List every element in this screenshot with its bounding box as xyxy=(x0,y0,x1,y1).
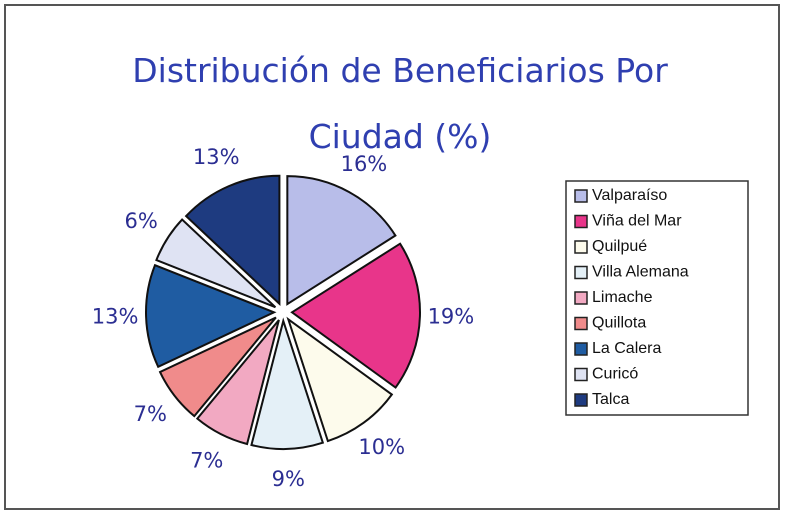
value-label: 6% xyxy=(124,209,157,233)
value-label: 7% xyxy=(190,449,223,473)
chart-title: Distribución de Beneficiarios Por Ciudad… xyxy=(132,51,668,156)
legend-label: Viña del Mar xyxy=(592,213,682,230)
pie-slice xyxy=(184,174,281,307)
legend-label: Talca xyxy=(592,391,629,408)
pie-slice xyxy=(286,175,397,306)
legend-swatch xyxy=(574,214,588,229)
pie-slice xyxy=(195,319,280,446)
legend-label: Limache xyxy=(592,289,653,306)
pie-slice xyxy=(290,242,421,389)
pie-slice xyxy=(250,317,325,450)
legend-label: Quillota xyxy=(592,315,646,332)
legend-swatch xyxy=(574,189,588,203)
legend-swatch xyxy=(574,367,588,382)
legend-swatch xyxy=(574,342,588,356)
legend-box xyxy=(565,180,749,416)
legend-swatch xyxy=(574,316,588,331)
value-label: 10% xyxy=(358,435,405,459)
legend-label: Villa Alemana xyxy=(592,264,689,281)
legend-label: La Calera xyxy=(592,340,661,357)
legend-label: Quilpué xyxy=(592,238,647,255)
chart-frame xyxy=(4,4,780,510)
legend-label: Valparaíso xyxy=(592,187,667,204)
legend-swatch xyxy=(574,291,588,305)
pie-slice xyxy=(145,263,277,369)
value-label: 16% xyxy=(341,152,388,176)
legend-swatch xyxy=(574,393,588,407)
pie-slice xyxy=(158,316,277,418)
pie-slice xyxy=(286,316,394,443)
value-label: 13% xyxy=(193,145,240,169)
value-label: 9% xyxy=(272,467,305,491)
value-label: 19% xyxy=(428,304,475,328)
legend-swatch xyxy=(574,265,588,280)
pie-slice xyxy=(155,218,277,309)
value-label: 7% xyxy=(134,402,167,426)
legend-label: Curicó xyxy=(592,366,638,383)
legend-swatch xyxy=(574,240,588,254)
value-label: 13% xyxy=(92,304,139,328)
